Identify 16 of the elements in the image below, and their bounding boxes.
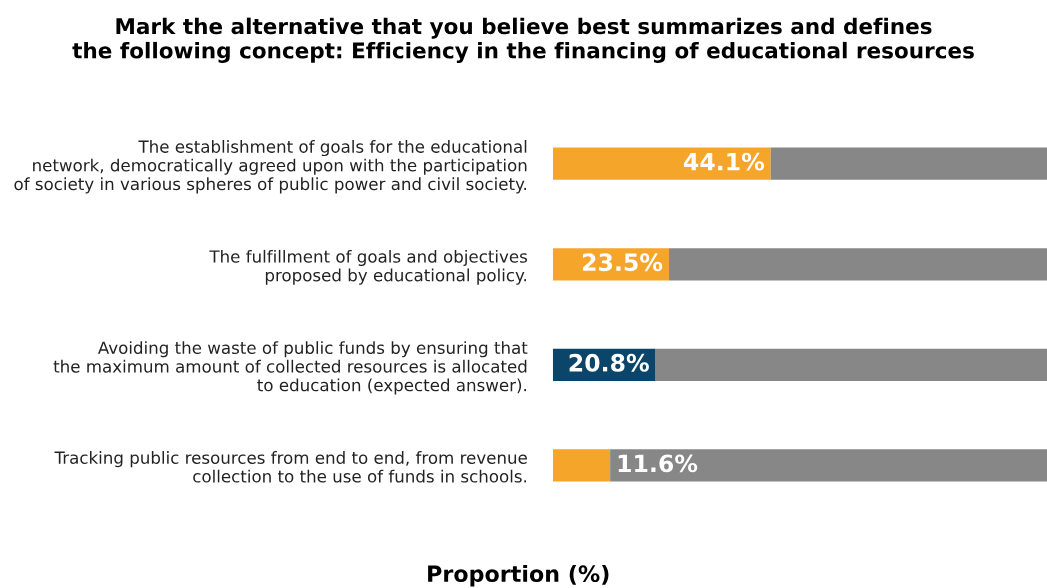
bar [552,147,771,180]
y-tick-label: Avoiding the waste of public funds by ensuring that the maximum amount of collected resources is allocated to education (expected answer). [53,341,528,395]
data-label: 20.8% [569,353,649,372]
bar [552,449,611,482]
x-axis-title: Proportion (%) [428,564,609,587]
bar [655,348,1047,381]
y-tick-label: Tracking public resources from end to end, from revenue collection to the use of funds in schools. [54,451,527,483]
y-tick-label: The establishment of goals for the educational network, democratically agreed upon with the participation of society in various spheres of public power and civil society. [14,139,527,194]
data-label: 44.1% [683,152,765,171]
bar [668,248,1047,281]
chart-title: Mark the alternative that you believe best summarizes and defines the following concept: Efficiency in the financing of educational resources [72,17,974,63]
bar [610,449,1047,482]
y-tick-label: The fulfillment of goals and objectives proposed by educational policy. [209,249,527,285]
data-label: 11.6% [618,454,698,473]
data-label: 23.5% [582,253,663,272]
bar [770,147,1047,180]
